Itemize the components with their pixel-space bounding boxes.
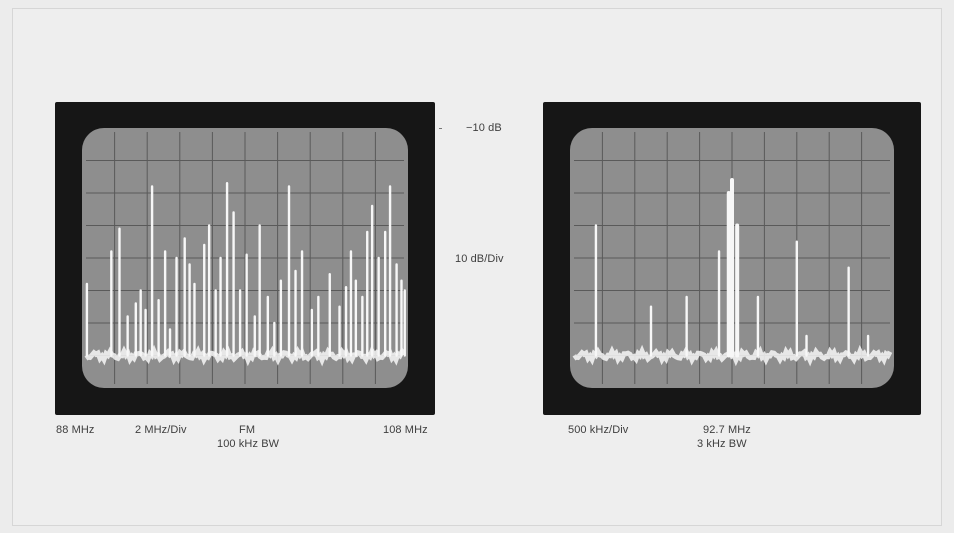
- left-start-freq-label: 88 MHz: [56, 424, 95, 436]
- ref-level-label: −10 dB: [466, 122, 502, 134]
- spectrum-plot-right: [570, 128, 894, 388]
- left-horizontal-scale-label: 2 MHz/Div: [135, 424, 187, 436]
- left-mode-label: FM: [239, 424, 256, 436]
- vertical-scale-label: 10 dB/Div: [455, 253, 504, 265]
- right-center-freq-label: 92.7 MHz: [703, 424, 751, 436]
- spectrum-display-left: [55, 102, 435, 415]
- spectrum-plot-left: [82, 128, 408, 388]
- ref-level-tick: [439, 128, 442, 129]
- right-bandwidth-label: 3 kHz BW: [697, 438, 747, 450]
- right-horizontal-scale-label: 500 kHz/Div: [568, 424, 629, 436]
- noise-floor-left: [84, 344, 407, 367]
- spectrum-display-right: [543, 102, 921, 415]
- left-stop-freq-label: 108 MHz: [383, 424, 428, 436]
- left-bandwidth-label: 100 kHz BW: [217, 438, 280, 450]
